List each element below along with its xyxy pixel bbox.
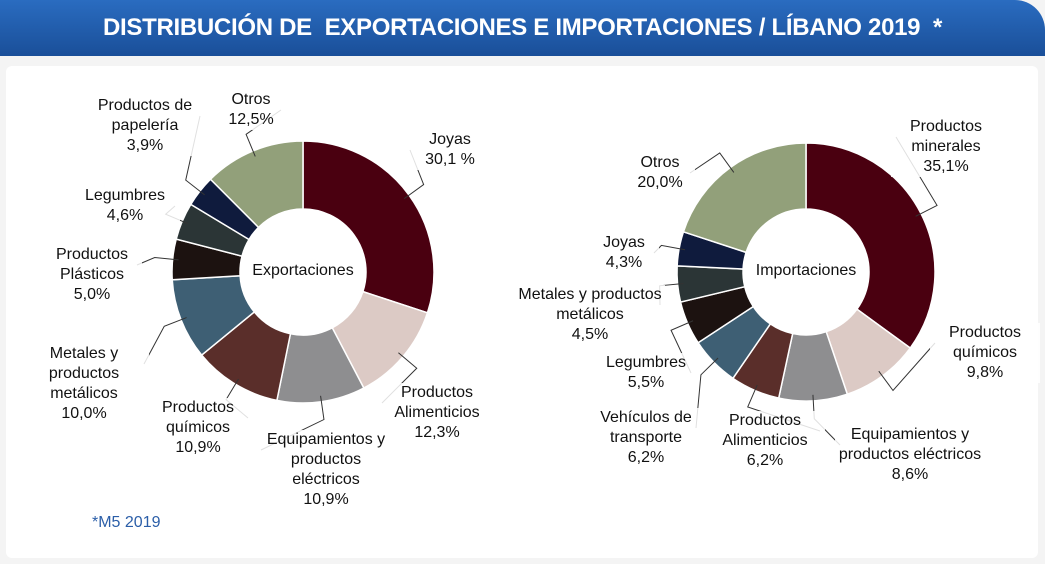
category-label: Otros — [640, 154, 680, 171]
category-label: Metales y productos metálicos — [48, 345, 120, 402]
category-label: Joyas — [429, 131, 471, 148]
value-label: 5,5% — [627, 374, 665, 391]
leader-line — [878, 342, 936, 392]
title-bar: DISTRIBUCIÓN DE EXPORTACIONES E IMPORTAC… — [0, 0, 1045, 56]
title: DISTRIBUCIÓN DE EXPORTACIONES E IMPORTAC… — [103, 14, 942, 41]
slice-label-box: Vehículos de transporte 6,2% — [591, 408, 701, 468]
value-label: 10,0% — [61, 405, 107, 422]
value-label: 5,0% — [73, 286, 111, 303]
slice-label-box: Productos Alimenticios 12,3% — [377, 383, 497, 443]
footnote: *M5 2019 — [92, 514, 161, 531]
value-label: 10,9% — [303, 491, 349, 508]
donut-slice — [302, 140, 435, 314]
slice-label-box: Joyas 4,3% — [589, 233, 659, 273]
value-label: 30,1 % — [425, 151, 475, 168]
slice-label-box: Otros 20,0% — [625, 153, 695, 193]
slice-label-box: Productos Alimenticios 6,2% — [705, 411, 825, 471]
value-label: 10,9% — [175, 439, 221, 456]
value-label: 12,5% — [228, 111, 274, 128]
slice-label-box: Metales y productos metálicos 10,0% — [19, 344, 149, 424]
slice-label-box: Otros 12,5% — [216, 90, 286, 130]
category-label: Otros — [231, 91, 271, 108]
value-label: 9,8% — [966, 364, 1004, 381]
category-label: Productos químicos — [948, 324, 1022, 361]
value-label: 12,3% — [414, 424, 460, 441]
category-label: Equipamientos y productos eléctricos — [838, 426, 982, 463]
category-label: Productos Alimenticios — [394, 384, 480, 421]
leader-line — [143, 317, 187, 365]
category-label: Productos Plásticos — [55, 246, 129, 283]
donut-hole — [241, 210, 365, 334]
value-label: 4,5% — [571, 326, 609, 343]
leader-line — [136, 257, 179, 266]
slice-label-box: Productos químicos 9,8% — [930, 323, 1040, 383]
value-label: 6,2% — [627, 449, 665, 466]
category-label: Legumbres — [84, 187, 166, 204]
value-label: 4,3% — [605, 254, 643, 271]
slice-label-box: Legumbres 4,6% — [70, 186, 180, 226]
category-label: Vehículos de transporte — [600, 409, 692, 446]
category-label: Joyas — [603, 234, 645, 251]
category-label: Productos de papelería — [97, 97, 193, 134]
category-label: Metales y productos metálicos — [518, 286, 662, 323]
slice-label-box: Joyas 30,1 % — [405, 130, 495, 170]
slice-label-box: Equipamientos y productos eléctricos 8,6% — [835, 425, 985, 485]
donut-slice — [682, 142, 807, 254]
value-label: 3,9% — [126, 137, 164, 154]
donut-slice — [209, 140, 304, 229]
slice-label-box: Equipamientos y productos eléctricos 10,9… — [256, 430, 396, 510]
category-label: Productos minerales — [909, 118, 983, 155]
value-label: 35,1% — [923, 158, 969, 175]
slice-label-box: Productos Plásticos 5,0% — [42, 245, 142, 305]
category-label: Legumbres — [605, 354, 687, 371]
leader-line — [689, 152, 735, 174]
center-label: Exportaciones — [252, 262, 354, 279]
slice-label-box: Legumbres 5,5% — [596, 353, 696, 393]
donut-slice — [805, 142, 936, 350]
value-label: 20,0% — [637, 174, 683, 191]
slice-label-box: Productos químicos 10,9% — [143, 398, 253, 458]
value-label: 6,2% — [746, 452, 784, 469]
category-label: Equipamientos y productos eléctricos — [266, 431, 386, 488]
value-label: 4,6% — [106, 207, 144, 224]
category-label: Productos Alimenticios — [722, 412, 808, 449]
donut-hole — [744, 210, 868, 334]
slice-label-box: Metales y productos metálicos 4,5% — [515, 285, 665, 345]
slice-label-box: Productos de papelería 3,9% — [85, 96, 205, 156]
center-label: Importaciones — [755, 262, 857, 279]
value-label: 8,6% — [891, 466, 929, 483]
slice-label-box: Productos minerales 35,1% — [891, 117, 1001, 177]
category-label: Productos químicos — [161, 399, 235, 436]
